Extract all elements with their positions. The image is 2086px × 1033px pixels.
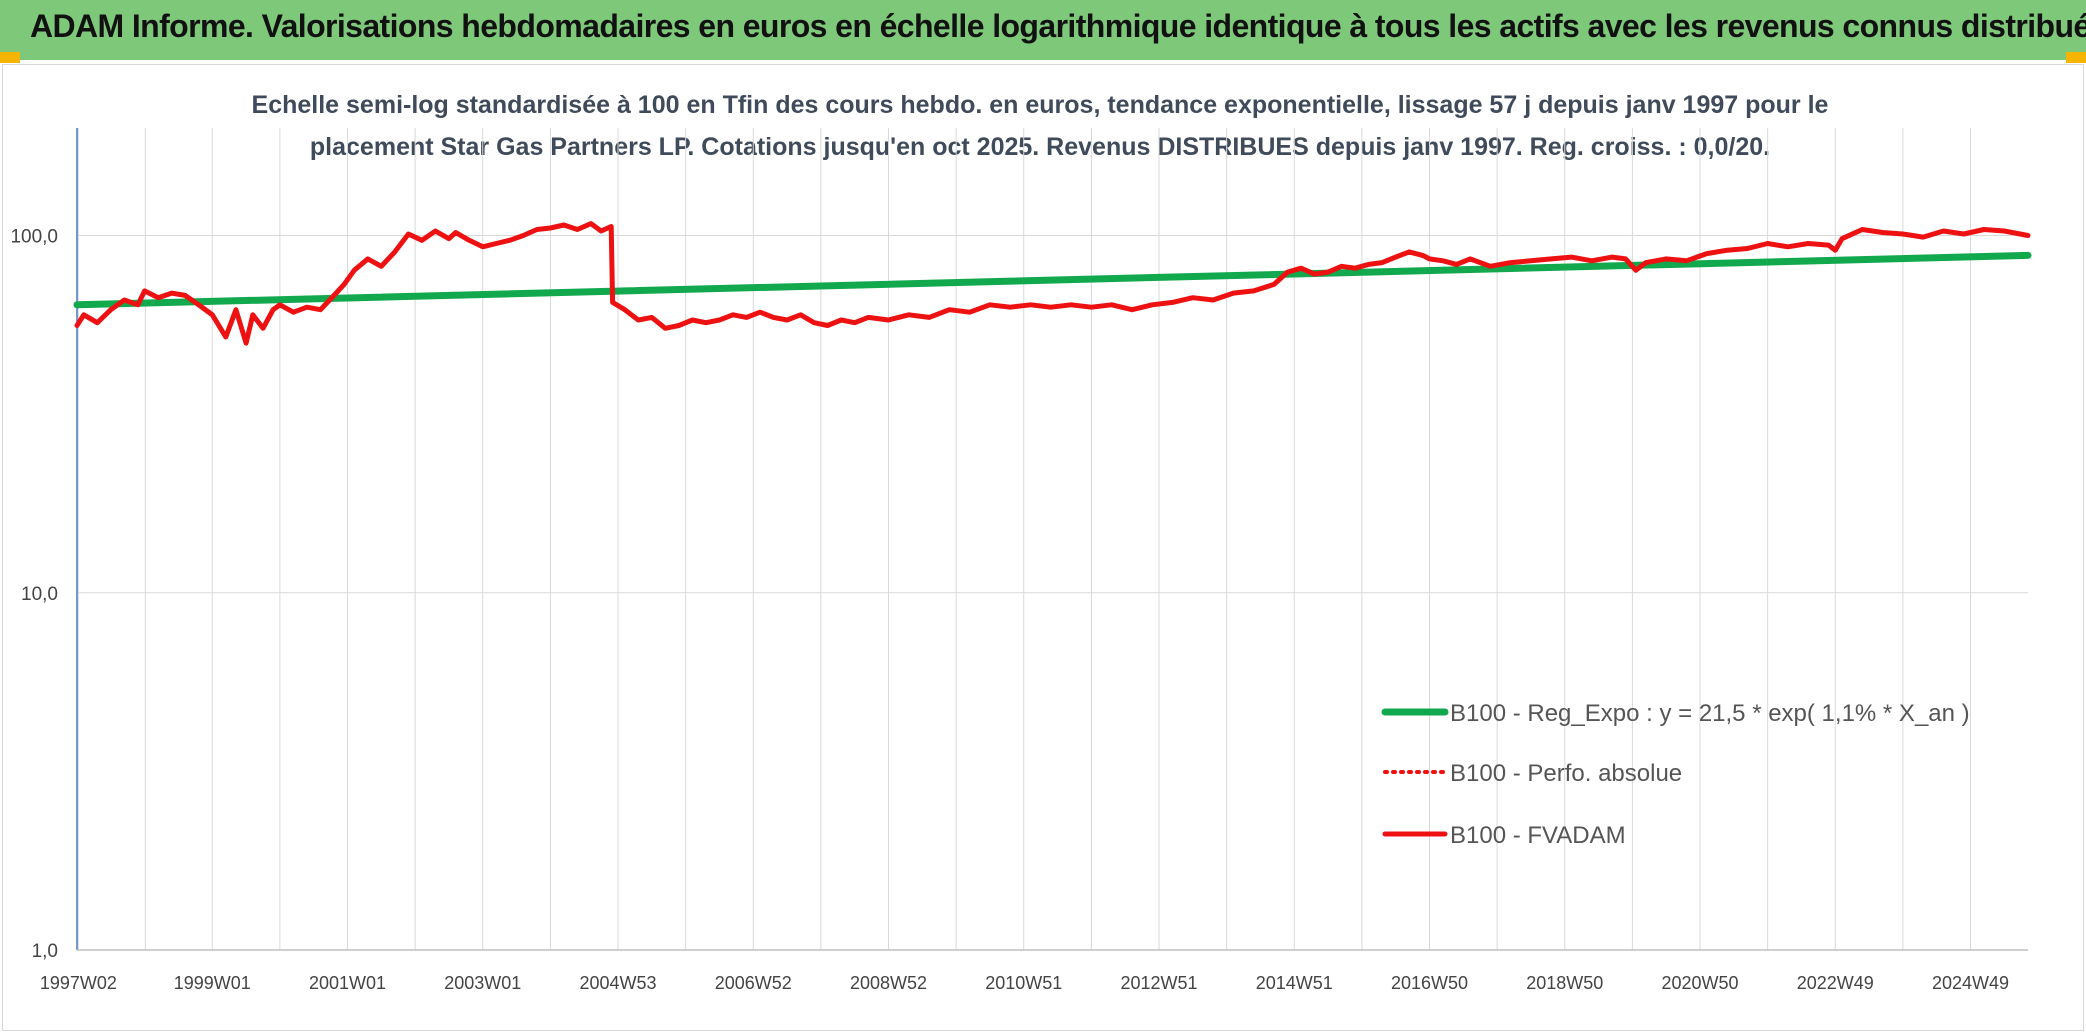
x-tick-label: 2001W01 bbox=[309, 973, 386, 993]
y-tick-label: 1,0 bbox=[32, 941, 58, 962]
chart-frame bbox=[2, 64, 2084, 1031]
x-tick-label: 2012W51 bbox=[1120, 973, 1197, 993]
legend-entry: B100 - Perfo. absolue bbox=[1450, 760, 1682, 787]
report-header: ADAM Informe. Valorisations hebdomadaire… bbox=[0, 0, 2086, 60]
chart-title-line-2: placement Star Gas Partners LP. Cotation… bbox=[309, 133, 1771, 161]
x-tick-label: 2016W50 bbox=[1391, 973, 1468, 993]
series-line-solid-green bbox=[73, 251, 2032, 309]
legend-entry: B100 - FVADAM bbox=[1450, 822, 1626, 849]
y-tick-label: 10,0 bbox=[21, 584, 58, 605]
x-tick-label: 2018W50 bbox=[1526, 973, 1603, 993]
x-tick-label: 2020W50 bbox=[1661, 973, 1738, 993]
series-line-solid-red bbox=[74, 221, 2031, 346]
x-tick-label: 2024W49 bbox=[1932, 973, 2009, 993]
x-tick-label: 1997W02 bbox=[40, 973, 117, 993]
chart-title-line-1: Echelle semi-log standardisée à 100 en T… bbox=[251, 91, 1829, 119]
x-tick-label: 2004W53 bbox=[579, 973, 656, 993]
legend-entry: B100 - Reg_Expo : y = 21,5 * exp( 1,1% *… bbox=[1450, 700, 1970, 727]
x-tick-label: 2006W52 bbox=[715, 973, 792, 993]
report-title: ADAM Informe. Valorisations hebdomadaire… bbox=[30, 8, 2086, 44]
x-tick-label: 2014W51 bbox=[1256, 973, 1333, 993]
x-tick-label: 2003W01 bbox=[444, 973, 521, 993]
y-tick-label: 100,0 bbox=[10, 227, 58, 248]
x-tick-label: 2010W51 bbox=[985, 973, 1062, 993]
corner-marker-left bbox=[0, 52, 20, 63]
corner-marker-right bbox=[2066, 52, 2086, 63]
x-tick-label: 1999W01 bbox=[174, 973, 251, 993]
x-tick-label: 2008W52 bbox=[850, 973, 927, 993]
x-tick-label: 2022W49 bbox=[1797, 973, 1874, 993]
